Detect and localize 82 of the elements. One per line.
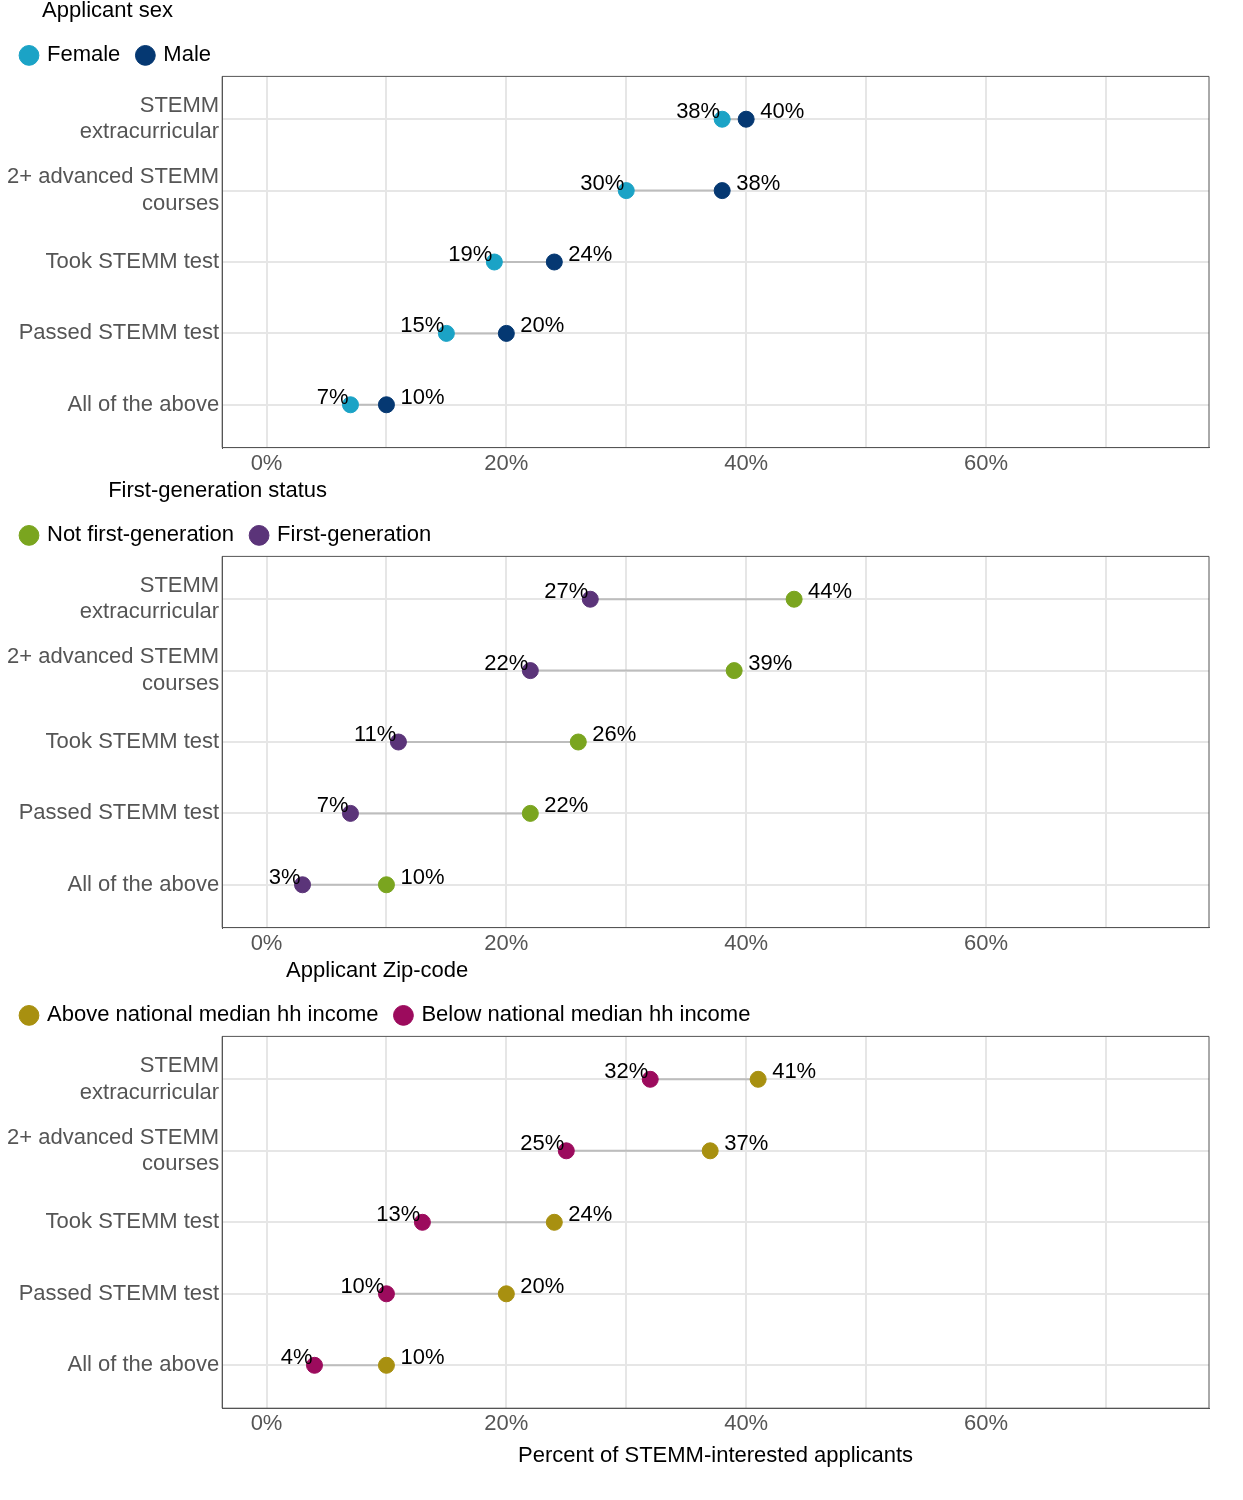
y-tick-label: STEMM extracurricular: [79, 1052, 220, 1104]
legend-label: First-generation: [277, 521, 432, 547]
point: [521, 804, 539, 822]
y-tick-label: 2+ advanced STEMM courses: [6, 163, 220, 215]
x-tick-label: 20%: [484, 1410, 529, 1436]
y-tick-label: STEMM extracurricular: [79, 572, 220, 624]
x-axis-title: Percent of STEMM-interested applicants: [518, 1441, 914, 1467]
data-label: 26%: [592, 721, 637, 747]
x-tick-label: 40%: [724, 1410, 769, 1436]
data-label: 39%: [748, 649, 793, 675]
data-label: 38%: [676, 98, 721, 124]
data-label: 7%: [316, 792, 349, 818]
data-label: 3%: [268, 863, 301, 889]
point: [569, 733, 587, 751]
point: [713, 182, 731, 200]
y-tick-label: 2+ advanced STEMM courses: [6, 1123, 220, 1176]
point: [749, 1070, 767, 1088]
y-tick-label: All of the above: [67, 390, 220, 416]
data-label: 44%: [808, 578, 853, 604]
y-tick-label: Took STEMM test: [45, 248, 220, 274]
y-tick-label: 2+ advanced STEMM courses: [6, 643, 220, 695]
point: [497, 1285, 515, 1303]
data-label: 37%: [724, 1129, 769, 1155]
y-tick-label: Passed STEMM test: [18, 319, 220, 345]
data-label: 27%: [544, 578, 589, 604]
y-tick-label: All of the above: [67, 870, 220, 896]
data-label: 10%: [400, 863, 445, 889]
data-label: 41%: [772, 1058, 817, 1084]
y-tick-label: STEMM extracurricular: [79, 92, 220, 144]
x-tick-label: 60%: [963, 449, 1008, 475]
x-tick-label: 40%: [724, 929, 769, 955]
point: [377, 1356, 395, 1374]
point: [701, 1142, 719, 1160]
data-label: 4%: [280, 1344, 313, 1370]
data-label: 10%: [400, 1344, 445, 1370]
legend-label: Female: [47, 41, 121, 67]
legend-label: Above national median hh income: [47, 1001, 379, 1027]
data-label: 22%: [484, 649, 529, 675]
x-tick-label: 0%: [250, 929, 283, 955]
data-label: 13%: [376, 1201, 421, 1227]
point: [545, 1213, 563, 1231]
data-label: 20%: [520, 1272, 565, 1298]
data-label: 30%: [580, 169, 625, 195]
legend-label: Not first-generation: [47, 521, 235, 547]
data-label: 10%: [400, 383, 445, 409]
x-tick-label: 60%: [963, 1410, 1008, 1436]
data-label: 24%: [568, 241, 613, 267]
x-tick-label: 20%: [484, 929, 529, 955]
data-label: 11%: [354, 721, 397, 747]
data-label: 38%: [736, 169, 781, 195]
x-tick-label: 0%: [250, 449, 283, 475]
data-label: 40%: [760, 98, 805, 124]
x-tick-label: 0%: [250, 1410, 283, 1436]
y-tick-label: Took STEMM test: [45, 1208, 220, 1234]
legend-title: Applicant sex: [42, 0, 173, 23]
data-label: 15%: [400, 312, 445, 338]
data-label: 24%: [568, 1201, 613, 1227]
x-tick-label: 40%: [724, 449, 769, 475]
x-tick-label: 20%: [484, 449, 529, 475]
point: [737, 110, 755, 128]
point: [497, 324, 515, 342]
legend-title: Applicant Zip-code: [286, 957, 469, 983]
point: [725, 662, 743, 680]
point: [377, 876, 395, 894]
legend-label: Male: [163, 41, 212, 67]
point: [785, 590, 803, 608]
data-label: 7%: [316, 383, 349, 409]
data-label: 25%: [520, 1129, 565, 1155]
data-label: 20%: [520, 312, 565, 338]
legend-label: Below national median hh income: [421, 1001, 751, 1027]
x-tick-label: 60%: [963, 929, 1008, 955]
legend-title: First-generation status: [108, 477, 328, 503]
y-tick-label: Passed STEMM test: [18, 1279, 220, 1305]
data-label: 10%: [340, 1272, 385, 1298]
point: [545, 253, 563, 271]
data-label: 22%: [544, 792, 589, 818]
y-tick-label: All of the above: [67, 1351, 220, 1377]
point: [377, 396, 395, 414]
data-label: 32%: [604, 1058, 649, 1084]
data-label: 19%: [448, 241, 493, 267]
y-tick-label: Passed STEMM test: [18, 799, 220, 825]
y-tick-label: Took STEMM test: [45, 728, 220, 754]
